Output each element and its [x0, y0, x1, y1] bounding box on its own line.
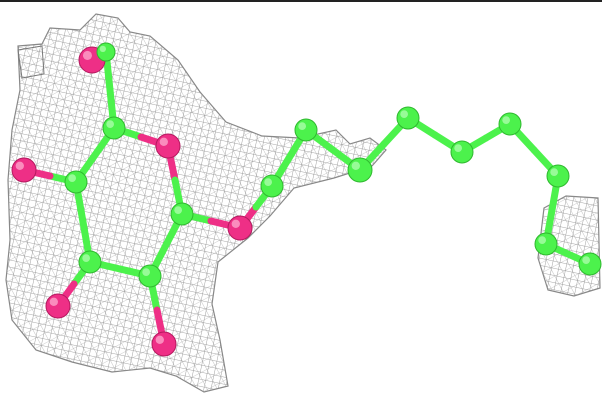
atom-highlight — [400, 110, 408, 118]
carbon-atom-c8[interactable] — [260, 174, 284, 198]
density-mesh-left — [5, 13, 387, 393]
carbon-atom-c13[interactable] — [498, 112, 522, 136]
carbon-atom-c5[interactable] — [138, 264, 162, 288]
carbon-atom-c14[interactable] — [546, 164, 570, 188]
atom-sphere — [347, 157, 373, 183]
oxygen-atom-o5[interactable] — [45, 293, 71, 319]
atom-sphere — [64, 170, 88, 194]
carbon-atom-c15[interactable] — [534, 232, 558, 256]
atom-highlight — [351, 161, 360, 170]
oxygen-atom-o6[interactable] — [151, 331, 177, 357]
carbon-atom-c1[interactable] — [102, 116, 126, 140]
carbon-atom-c3[interactable] — [170, 202, 194, 226]
atom-highlight — [582, 256, 591, 264]
atom-sphere — [260, 174, 284, 198]
atom-highlight — [106, 120, 114, 128]
atom-highlight — [15, 161, 24, 170]
atom-sphere — [534, 232, 558, 256]
atom-highlight — [502, 116, 510, 124]
atom-sphere — [546, 164, 570, 188]
atom-highlight — [99, 45, 106, 52]
atom-highlight — [231, 219, 240, 228]
atom-highlight — [82, 50, 92, 60]
carbon-atom-c10[interactable] — [347, 157, 373, 183]
atom-highlight — [174, 206, 182, 214]
atom-highlight — [538, 236, 547, 244]
oxygen-atom-o2[interactable] — [155, 133, 181, 159]
atom-sphere — [227, 215, 253, 241]
atom-highlight — [264, 178, 272, 186]
atom-highlight — [550, 168, 559, 176]
atom-sphere — [96, 42, 116, 62]
atom-sphere — [170, 202, 194, 226]
atom-sphere — [396, 106, 420, 130]
carbon-atom-c7[interactable] — [96, 42, 116, 62]
atom-sphere — [138, 264, 162, 288]
oxygen-atom-o4[interactable] — [227, 215, 253, 241]
carbon-atom-c16[interactable] — [578, 252, 602, 276]
atom-sphere — [450, 140, 474, 164]
atoms — [11, 42, 602, 357]
atom-sphere — [151, 331, 177, 357]
atom-highlight — [68, 174, 76, 182]
atom-sphere — [578, 252, 602, 276]
atom-highlight — [142, 268, 150, 276]
atom-highlight — [49, 297, 58, 306]
atom-sphere — [294, 118, 318, 142]
carbon-atom-c12[interactable] — [450, 140, 474, 164]
atom-sphere — [102, 116, 126, 140]
atom-highlight — [82, 254, 90, 262]
carbon-atom-c11[interactable] — [396, 106, 420, 130]
atom-highlight — [159, 137, 168, 146]
atom-sphere — [78, 250, 102, 274]
atom-highlight — [298, 122, 306, 130]
atom-sphere — [45, 293, 71, 319]
carbon-atom-c4[interactable] — [78, 250, 102, 274]
atom-sphere — [498, 112, 522, 136]
atom-highlight — [155, 335, 164, 344]
atom-sphere — [155, 133, 181, 159]
carbon-atom-c2[interactable] — [64, 170, 88, 194]
atom-sphere — [11, 157, 37, 183]
carbon-atom-c9[interactable] — [294, 118, 318, 142]
atom-highlight — [454, 144, 462, 152]
oxygen-atom-o3[interactable] — [11, 157, 37, 183]
